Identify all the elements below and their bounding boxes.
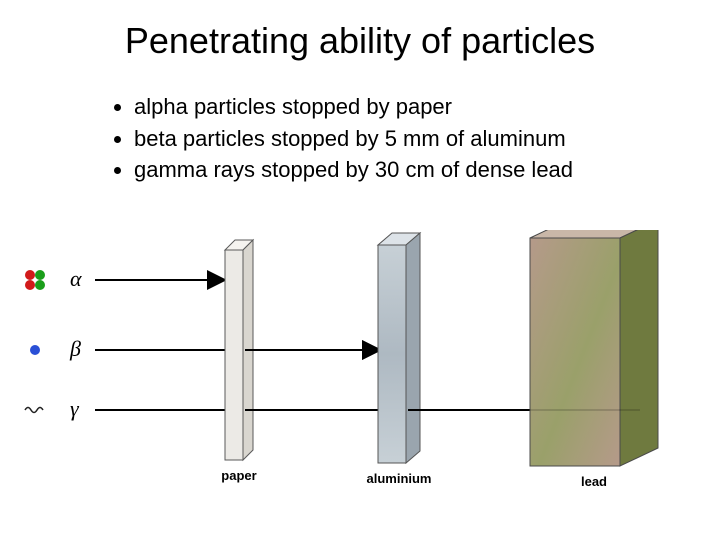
svg-text:α: α — [70, 266, 82, 291]
svg-text:β: β — [69, 336, 81, 361]
penetration-diagram: α β γ paper aluminium lead — [0, 230, 720, 530]
svg-text:aluminium: aluminium — [366, 471, 431, 486]
svg-text:paper: paper — [221, 468, 256, 483]
bullet-item: gamma rays stopped by 30 cm of dense lea… — [134, 155, 670, 185]
bullet-item: alpha particles stopped by paper — [134, 92, 670, 122]
svg-text:lead: lead — [581, 474, 607, 489]
bullet-item: beta particles stopped by 5 mm of alumin… — [134, 124, 670, 154]
bullet-list: alpha particles stopped by paper beta pa… — [110, 90, 670, 187]
svg-text:γ: γ — [70, 396, 80, 421]
slide-title: Penetrating ability of particles — [0, 20, 720, 62]
